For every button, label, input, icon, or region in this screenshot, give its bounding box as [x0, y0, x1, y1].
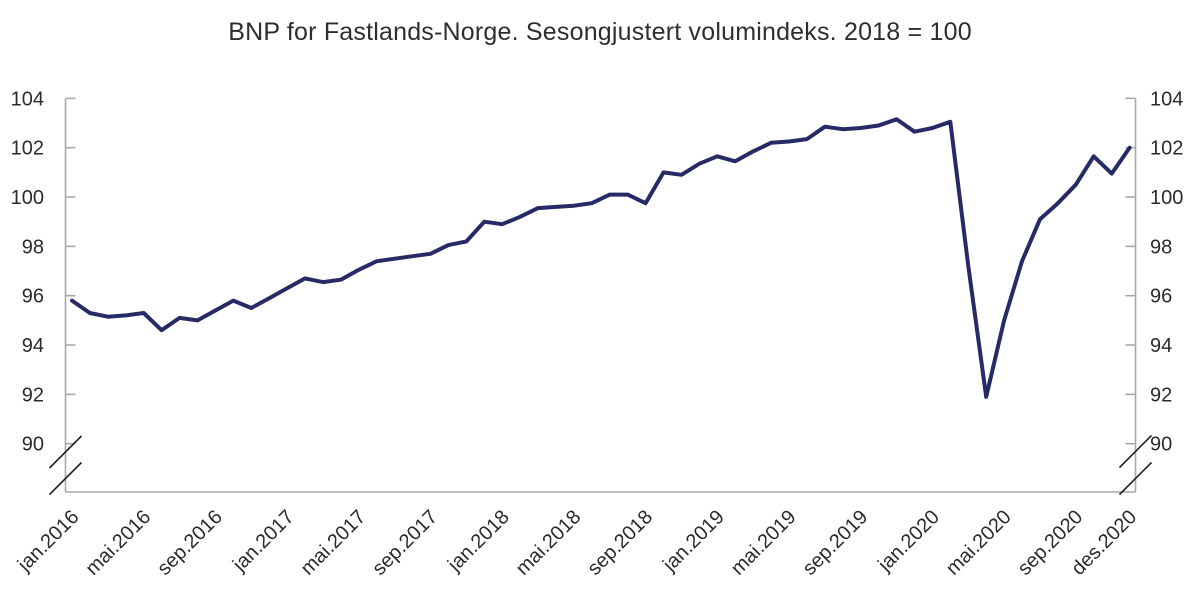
axis-break-icon: [48, 461, 83, 496]
x-tick-label: mai.2016: [81, 506, 155, 580]
y-tick-label-right: 90: [1150, 434, 1172, 456]
y-tick-label-right: 94: [1150, 335, 1172, 357]
x-tick-label: jan.2016: [13, 506, 84, 577]
y-tick-label-right: 92: [1150, 384, 1172, 406]
y-tick-label-right: 100: [1150, 187, 1183, 209]
y-tick-label-left: 90: [22, 434, 44, 456]
x-tick-label: mai.2017: [297, 506, 371, 580]
axis-break-icon: [48, 435, 83, 469]
x-tick-label: jan.2019: [658, 506, 729, 577]
x-tick-label: jan.2017: [228, 506, 299, 577]
y-tick-label-left: 94: [22, 335, 44, 357]
y-tick-label-left: 102: [11, 138, 44, 160]
y-tick-label-left: 92: [22, 384, 44, 406]
x-tick-label: sep.2019: [798, 506, 872, 580]
y-tick-label-left: 98: [22, 236, 44, 258]
x-tick-label: mai.2019: [727, 506, 801, 580]
y-tick-label-left: 104: [11, 88, 44, 110]
axis-break-icon: [1118, 434, 1153, 469]
y-tick-label-right: 98: [1150, 236, 1172, 258]
data-line: [70, 117, 1132, 399]
y-tick-label-left: 96: [22, 286, 44, 308]
y-tick-label-right: 96: [1150, 286, 1172, 308]
x-tick-label: jan.2020: [873, 506, 944, 577]
x-tick-label: sep.2018: [583, 506, 657, 580]
x-tick-label: sep.2016: [153, 506, 227, 580]
chart-title: BNP for Fastlands-Norge. Sesongjustert v…: [228, 18, 972, 46]
axis-break-icon: [1118, 461, 1153, 496]
y-tick-label-left: 100: [11, 187, 44, 209]
x-tick-label: mai.2020: [942, 506, 1016, 580]
x-tick-label: mai.2018: [512, 506, 586, 580]
x-tick-label: sep.2017: [368, 506, 442, 580]
y-tick-label-right: 102: [1150, 138, 1183, 160]
y-tick-label-right: 104: [1150, 88, 1183, 110]
x-tick-label: jan.2018: [443, 506, 514, 577]
